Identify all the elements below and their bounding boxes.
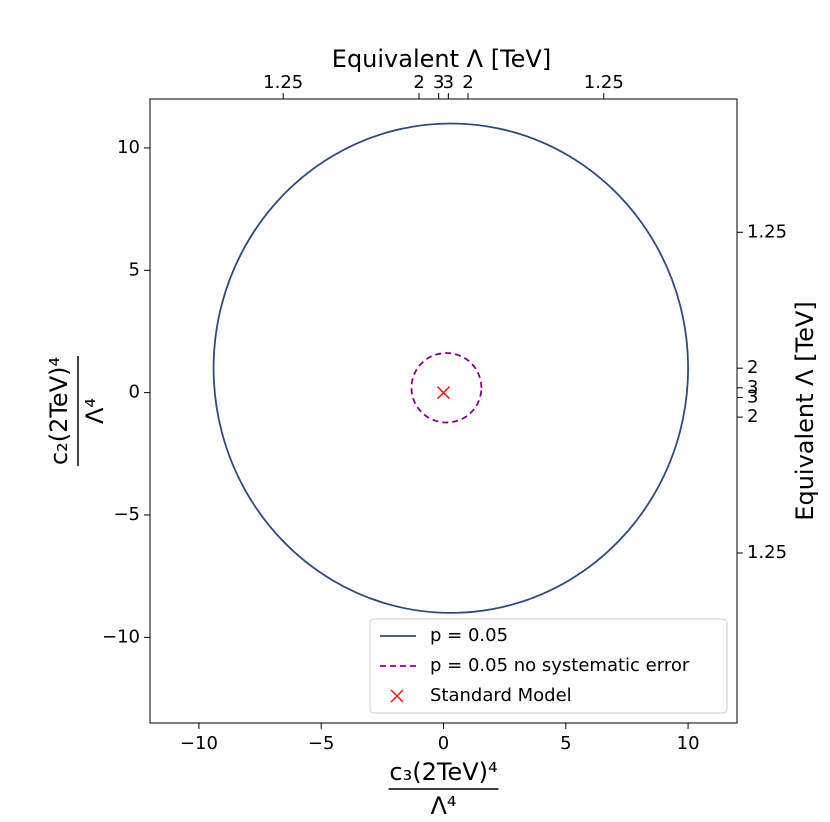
x2-tick-label: 2 (413, 72, 424, 93)
y2-tick-label: 1.25 (747, 221, 787, 242)
y2-label: Equivalent Λ [TeV] (791, 301, 819, 520)
contour-line (410, 352, 483, 424)
y-tick-label: 0 (129, 382, 140, 403)
y2-tick-label: 1.25 (747, 542, 787, 563)
marker-x (390, 689, 404, 703)
plot-frame (149, 98, 738, 724)
y-tick-label: −10 (102, 626, 140, 647)
x2-tick-label: 1.25 (263, 72, 303, 93)
legend-label: p = 0.05 no systematic error (430, 655, 690, 676)
y-label-denominator: Λ⁴ (81, 398, 109, 424)
x-tick-label: 10 (677, 733, 700, 754)
x2-tick-label: 3 (443, 72, 454, 93)
y-label: c₂(2TeV)⁴ Λ⁴ (45, 356, 109, 466)
y2-tick-label: 2 (747, 406, 758, 427)
x-label-denominator: Λ⁴ (430, 792, 456, 820)
marker-x (437, 386, 450, 400)
x2-tick-label: 3 (433, 72, 444, 93)
y2-tick-label: 3 (747, 377, 758, 398)
x2-tick-label: 2 (462, 72, 473, 93)
x-tick-label: −5 (308, 733, 335, 754)
y2-tick-label: 2 (747, 357, 758, 378)
x-tick-label: −10 (180, 733, 218, 754)
y-tick-label: −5 (113, 504, 140, 525)
legend-label: p = 0.05 (430, 625, 508, 646)
legend-box (369, 618, 728, 714)
y-tick-label: 10 (117, 137, 140, 158)
x-tick-label: 0 (438, 733, 449, 754)
contour-line (212, 122, 689, 614)
legend: p = 0.05 p = 0.05 no systematic error Stan… (369, 618, 728, 714)
x-label-numerator: c₃(2TeV)⁴ (389, 758, 497, 786)
legend-label: Standard Model (430, 685, 572, 706)
y-tick-label: 5 (129, 259, 140, 280)
x-tick-label: 5 (560, 733, 571, 754)
x2-label: Equivalent Λ [TeV] (332, 45, 551, 73)
y2-tick-label: 3 (747, 386, 758, 407)
x2-tick-label: 1.25 (584, 72, 624, 93)
y-label-numerator: c₂(2TeV)⁴ (45, 357, 73, 465)
